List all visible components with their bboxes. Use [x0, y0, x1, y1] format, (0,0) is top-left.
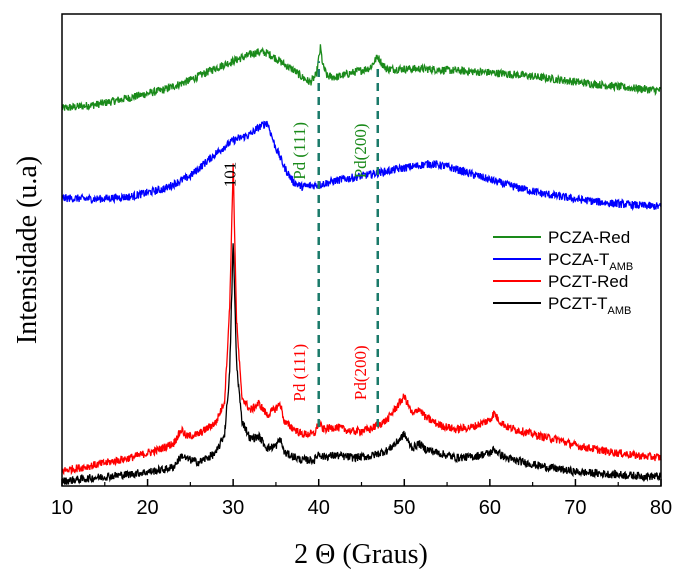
annotation-5: Pd(200) — [351, 345, 370, 400]
legend-label-4: PCZT-TAMB — [548, 294, 631, 317]
x-axis-title: 2 Θ (Graus) — [294, 539, 428, 570]
x-tick-label: 30 — [222, 497, 244, 519]
x-tick-label: 40 — [308, 497, 330, 519]
series-layer — [61, 44, 662, 485]
legend-label-2: PCZA-TAMB — [548, 250, 633, 273]
series-line-4 — [61, 243, 662, 485]
reference-lines — [317, 61, 380, 427]
y-axis-title: Intensidade (u.a) — [12, 156, 43, 344]
x-tick-label: 70 — [564, 497, 586, 519]
annotation-1: Pd (111) — [290, 122, 309, 180]
series-line-3 — [61, 163, 662, 476]
annotations: Pd (111) Pd(200) 101 Pd (111) Pd(200) — [221, 122, 370, 402]
annotation-3: 101 — [221, 162, 240, 188]
annotation-4: Pd (111) — [290, 344, 309, 402]
series-line-2 — [61, 120, 662, 212]
x-tick-label: 50 — [393, 497, 415, 519]
x-tick-label: 10 — [51, 497, 73, 519]
annotation-2: Pd(200) — [351, 124, 370, 179]
x-tick-label: 80 — [650, 497, 672, 519]
x-tick-label: 20 — [136, 497, 158, 519]
x-ticks: 10 20 30 40 50 60 70 80 — [51, 479, 672, 519]
legend-label-1: PCZA-Red — [548, 228, 630, 247]
series-line-1 — [61, 44, 662, 112]
legend-label-3: PCZT-Red — [548, 272, 628, 291]
x-tick-label: 60 — [479, 497, 501, 519]
